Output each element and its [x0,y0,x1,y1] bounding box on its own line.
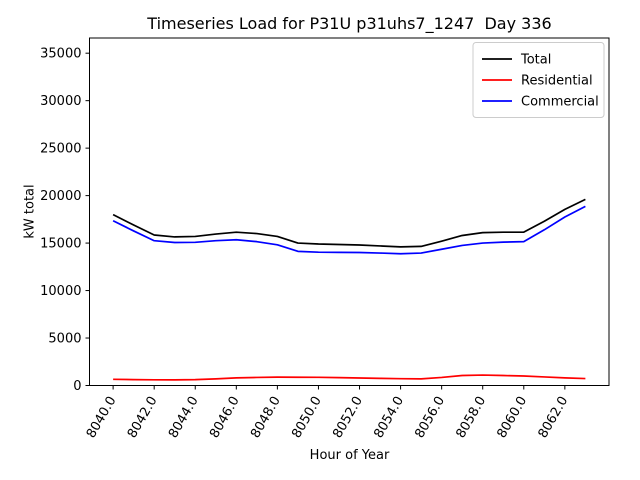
y-tick-label: 5000 [48,332,81,347]
x-tick-label: 8046.0 [207,394,243,441]
x-tick-label: 8054.0 [371,394,407,441]
y-tick-label: 0 [73,379,81,394]
legend-label-residential: Residential [521,74,593,89]
axes-spines [89,37,610,386]
x-tick-label: 8056.0 [412,394,448,441]
x-tick-label: 8042.0 [125,394,161,441]
y-tick-label: 15000 [40,237,81,252]
chart-title: Timeseries Load for P31U p31uhs7_1247 Da… [147,14,552,33]
x-tick-label: 8050.0 [289,394,325,441]
x-tick-label: 8060.0 [495,394,531,441]
y-tick-label: 30000 [40,94,81,109]
x-tick-label: 8048.0 [248,394,284,441]
x-tick-label: 8058.0 [453,394,489,441]
series-line-commercial [112,205,586,255]
x-tick-label: 8062.0 [536,394,572,441]
x-tick-label: 8044.0 [166,394,202,441]
x-tick-label: 8052.0 [330,394,366,441]
y-axis-label: kW total [22,184,38,239]
y-tick-label: 10000 [40,284,81,299]
x-axis-label: Hour of Year [309,448,390,463]
y-tick-label: 25000 [40,142,81,157]
y-tick-label: 35000 [40,47,81,62]
x-tick-label: 8040.0 [84,394,120,441]
legend-label-total: Total [520,53,551,68]
series-line-total [112,198,586,248]
y-tick-label: 20000 [40,189,81,204]
legend-box [472,42,605,118]
legend-label-commercial: Commercial [521,95,599,110]
series-line-residential [113,374,586,381]
